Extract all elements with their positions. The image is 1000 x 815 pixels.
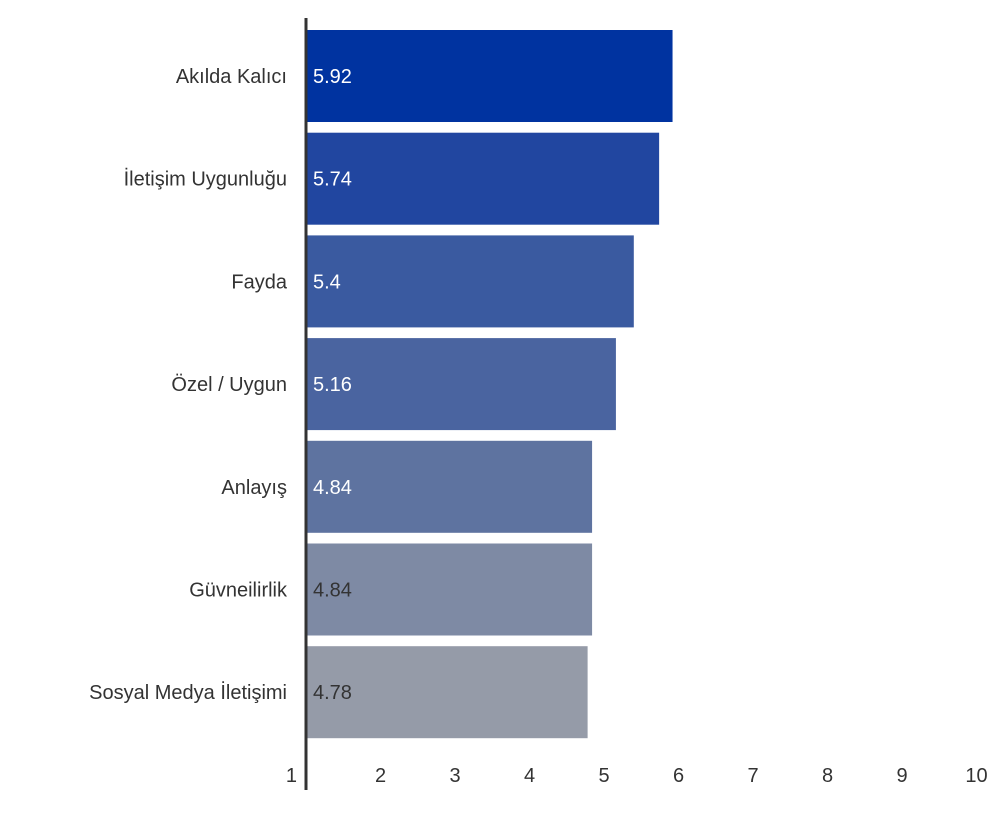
x-tick-label: 7	[747, 765, 758, 787]
category-label: Anlayış	[221, 477, 287, 499]
value-label: 5.92	[313, 66, 352, 88]
category-label: Güvneilirlik	[189, 580, 288, 602]
category-label: Fayda	[231, 271, 287, 293]
value-label: 5.74	[313, 169, 352, 191]
bar-5	[306, 440, 593, 533]
x-tick-label: 4	[524, 765, 535, 787]
value-label: 5.16	[313, 374, 352, 396]
bar-7	[306, 646, 588, 739]
x-tick-label: 3	[449, 765, 460, 787]
bar-4	[306, 338, 616, 431]
bar-1	[306, 30, 673, 122]
bar-6	[306, 543, 593, 636]
x-tick-label: 8	[822, 765, 833, 787]
value-label: 4.78	[313, 682, 352, 704]
value-label: 4.84	[313, 477, 352, 499]
category-label: İletişim Uygunluğu	[124, 168, 287, 191]
value-label: 4.84	[313, 580, 352, 602]
value-label: 5.4	[313, 271, 341, 293]
x-tick-label: 6	[673, 765, 684, 787]
x-tick-label: 2	[375, 765, 386, 787]
category-label: Özel / Uygun	[171, 374, 287, 396]
x-tick-label: 9	[896, 765, 907, 787]
bar-2	[306, 132, 660, 225]
bar-3	[306, 235, 634, 328]
category-label: Akılda Kalıcı	[176, 66, 287, 88]
x-tick-label: 10	[965, 765, 987, 787]
category-label: Sosyal Medya İletişimi	[89, 681, 287, 704]
x-tick-label: 5	[598, 765, 609, 787]
x-tick-label: 1	[286, 765, 297, 787]
